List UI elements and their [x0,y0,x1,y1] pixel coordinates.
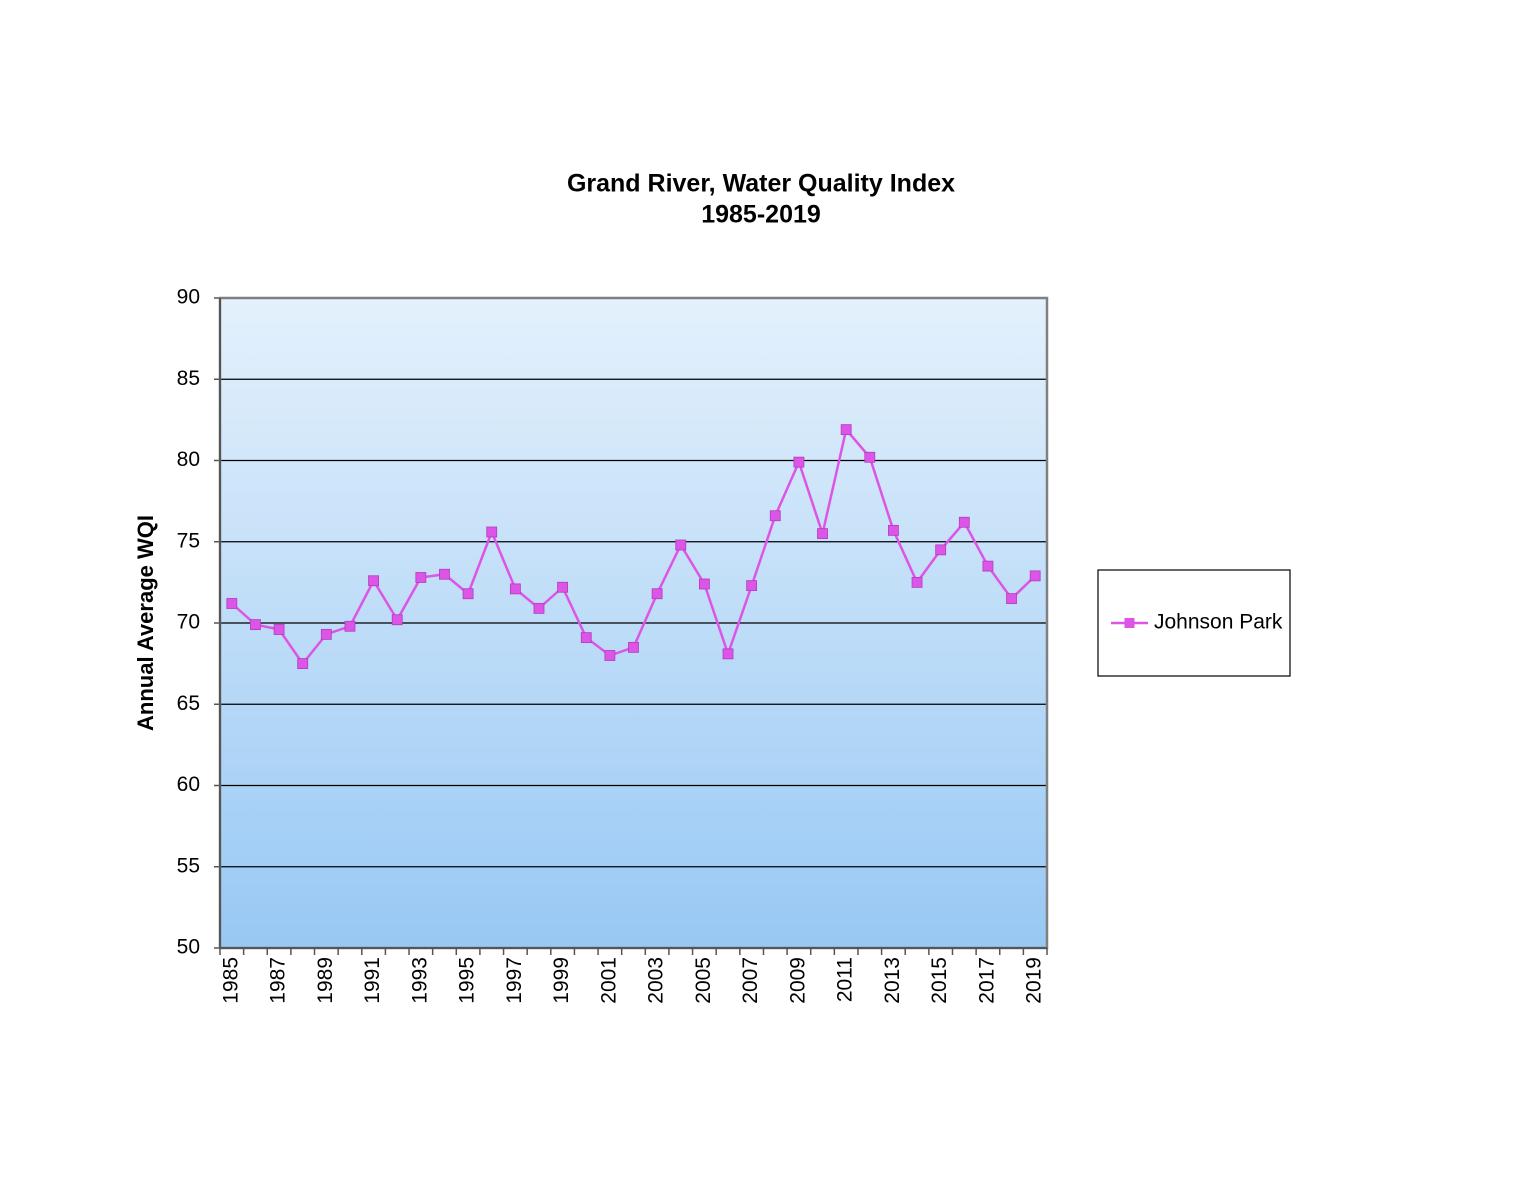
data-point [368,575,379,587]
x-tick-label: 2003 [645,957,668,1004]
data-point [911,576,923,588]
y-tick-label: 90 [177,286,200,309]
x-tick-label: 1985 [219,957,242,1004]
data-point [651,588,663,600]
x-tick-label: 1999 [550,957,573,1004]
data-point [675,539,687,551]
y-axis-title: Annual Average WQI [133,515,158,731]
x-tick-label: 2011 [834,957,857,1002]
x-tick-label: 1993 [408,957,431,1004]
y-tick-label: 50 [177,936,200,959]
x-tick-label: 2005 [692,957,715,1004]
y-tick-label: 55 [177,854,200,877]
x-tick-label: 1997 [503,957,526,1004]
data-point [297,658,309,670]
data-point [888,524,899,536]
chart-subtitle: 1985-2019 [701,201,821,229]
x-tick-label: 2019 [1023,957,1046,1004]
x-tick-label: 2007 [739,957,762,1004]
data-point [793,456,805,468]
data-point [226,598,238,609]
x-tick-label: 2015 [928,957,951,1004]
chart-title: Grand River, Water Quality Index [567,170,955,198]
data-point [344,620,356,632]
data-point [580,632,592,644]
y-tick-label: 80 [177,448,200,471]
data-point [415,572,427,583]
data-point [698,578,710,590]
data-point [982,560,994,572]
data-point [769,510,781,522]
data-point [273,624,285,635]
data-point [486,526,498,538]
data-point [557,581,569,593]
data-point [320,628,332,640]
data-point [935,544,947,556]
x-tick-label: 2013 [881,957,904,1004]
data-point [509,583,521,595]
data-point [533,602,545,614]
x-tick-label: 2001 [597,957,620,1004]
data-point [628,641,639,653]
x-tick-label: 1995 [456,957,479,1004]
data-point [958,516,970,528]
legend-label: Johnson Park [1154,611,1283,634]
data-point [391,614,403,626]
data-point [604,650,616,661]
data-point [746,580,758,592]
y-tick-label: 65 [177,692,200,715]
data-point [250,619,261,631]
data-point [1029,570,1041,582]
x-tick-label: 1987 [267,957,290,1004]
y-tick-label: 70 [177,611,200,634]
data-point [1006,593,1017,605]
x-tick-label: 2017 [975,957,998,1004]
x-tick-label: 1991 [361,957,384,1004]
data-point [817,528,828,540]
data-point [439,568,450,580]
data-point [722,648,734,660]
x-tick-label: 2009 [786,957,809,1004]
data-point [864,451,876,463]
x-tick-label: 1989 [314,957,337,1004]
y-tick-label: 60 [177,773,200,796]
data-point [840,424,852,436]
y-tick-label: 85 [177,367,200,390]
legend-marker [1124,618,1135,628]
y-tick-label: 75 [177,529,200,552]
data-point [462,588,474,600]
